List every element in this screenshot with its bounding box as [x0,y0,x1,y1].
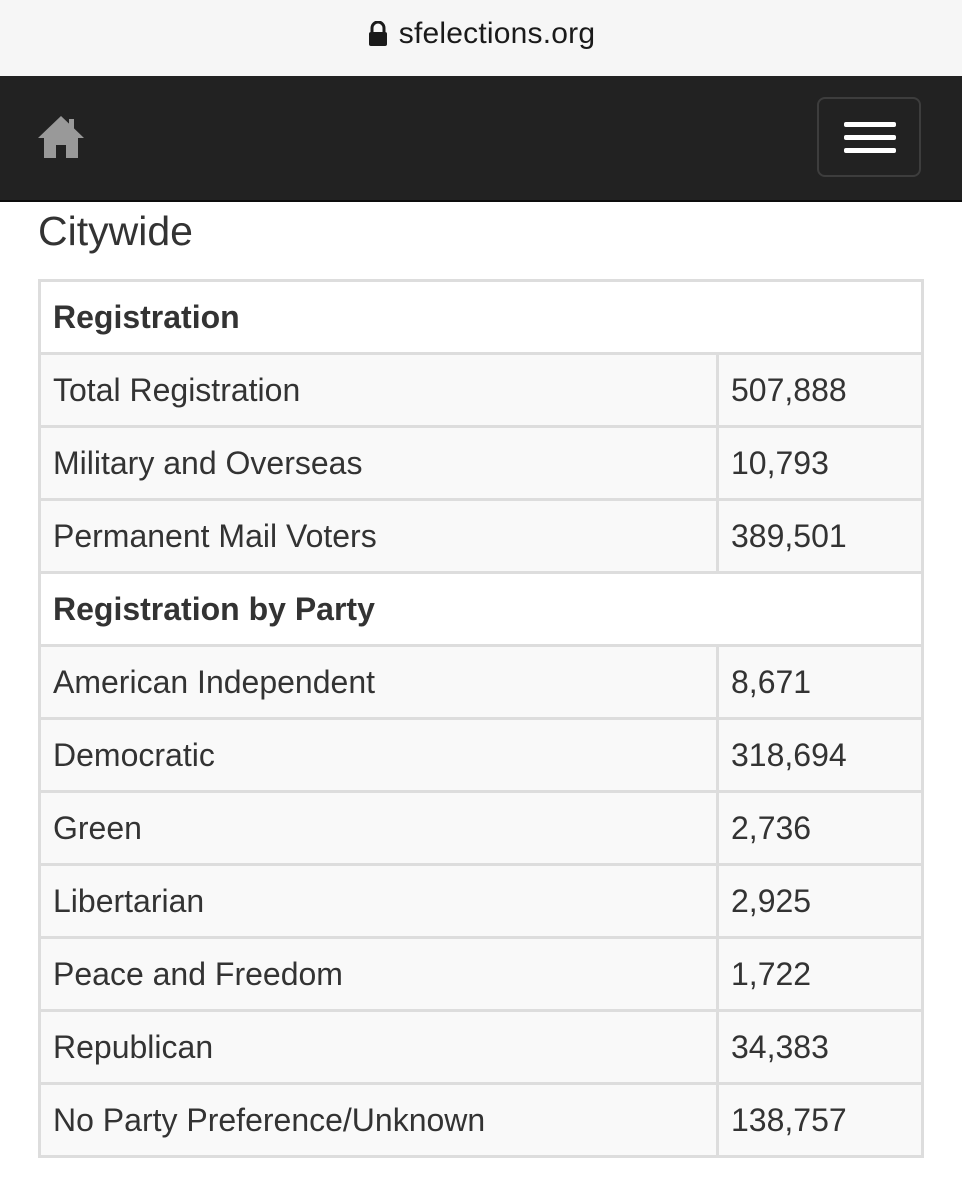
row-value: 8,671 [716,644,924,720]
menu-bar-line [844,148,896,153]
row-label: Military and Overseas [38,425,719,501]
row-value: 389,501 [716,498,924,574]
url-text: sfelections.org [398,17,596,50]
menu-bar-line [844,135,896,140]
home-icon[interactable] [36,112,86,162]
table-row: Military and Overseas 10,793 [38,425,924,501]
hamburger-menu-button[interactable] [817,97,921,177]
table-row: American Independent 8,671 [38,644,924,720]
table-row: Green 2,736 [38,790,924,866]
row-label: Republican [38,1009,719,1085]
row-value: 10,793 [716,425,924,501]
url-display[interactable]: sfelections.org [367,17,595,51]
row-label: No Party Preference/Unknown [38,1082,719,1158]
table-row: Permanent Mail Voters 389,501 [38,498,924,574]
row-label: Permanent Mail Voters [38,498,719,574]
lock-icon [367,20,389,47]
row-value: 2,925 [716,863,924,939]
row-value: 1,722 [716,936,924,1012]
row-label: Democratic [38,717,719,793]
registration-table: Registration Total Registration 507,888 … [38,279,924,1158]
table-row: Total Registration 507,888 [38,352,924,428]
table-row: Peace and Freedom 1,722 [38,936,924,1012]
row-value: 2,736 [716,790,924,866]
page-title: Citywide [38,208,193,254]
browser-url-bar[interactable]: sfelections.org [0,0,962,76]
table-row: No Party Preference/Unknown 138,757 [38,1082,924,1158]
row-value: 318,694 [716,717,924,793]
row-label: Libertarian [38,863,719,939]
row-value: 138,757 [716,1082,924,1158]
party-section-header: Registration by Party [38,571,924,647]
row-label: Total Registration [38,352,719,428]
section-header-row: Registration by Party [38,571,924,647]
row-label: Peace and Freedom [38,936,719,1012]
row-value: 34,383 [716,1009,924,1085]
section-header-row: Registration [38,279,924,355]
table-row: Libertarian 2,925 [38,863,924,939]
row-label: American Independent [38,644,719,720]
row-label: Green [38,790,719,866]
menu-bar-line [844,122,896,127]
row-value: 507,888 [716,352,924,428]
site-navbar [0,76,962,202]
table-row: Republican 34,383 [38,1009,924,1085]
registration-section-header: Registration [38,279,924,355]
table-row: Democratic 318,694 [38,717,924,793]
